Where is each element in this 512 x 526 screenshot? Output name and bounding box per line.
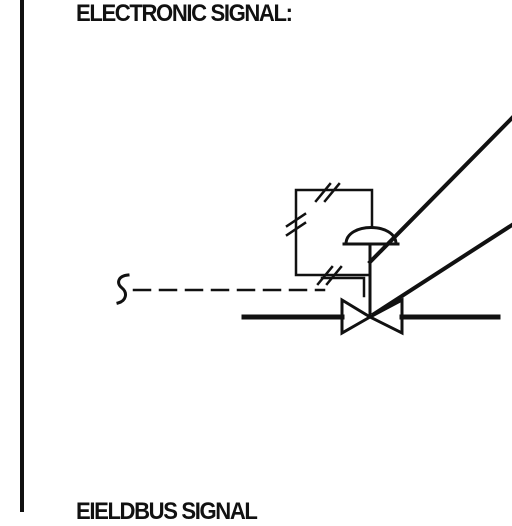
callout-line-upper <box>367 115 512 265</box>
valve-body <box>340 297 404 336</box>
callout-line-lower <box>371 222 512 317</box>
section-title-electronic-signal: ELECTRONIC SIGNAL: <box>76 0 293 27</box>
signal-source-marker <box>116 273 130 305</box>
signal-junction <box>320 276 366 298</box>
feedback-loop-box <box>294 188 374 277</box>
hash-mark-bottom <box>316 265 343 286</box>
diagram-sheet: ELECTRONIC SIGNAL: EIELDBUS SIGNAL <box>20 0 512 525</box>
control-valve-diagram <box>20 0 512 512</box>
hash-mark-left <box>285 212 307 237</box>
hash-mark-top <box>314 182 341 203</box>
